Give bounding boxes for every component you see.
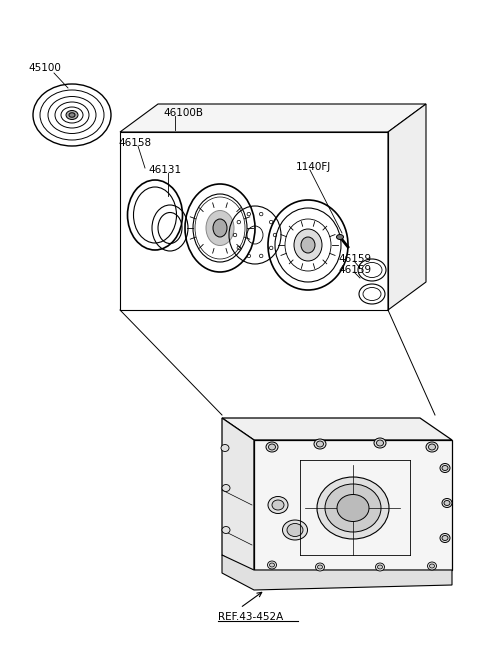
Ellipse shape — [442, 466, 448, 470]
Ellipse shape — [69, 113, 75, 117]
Text: 45100: 45100 — [28, 63, 61, 73]
Polygon shape — [120, 104, 426, 132]
Ellipse shape — [294, 229, 322, 261]
Text: 46100B: 46100B — [163, 108, 203, 118]
Ellipse shape — [314, 439, 326, 449]
Ellipse shape — [442, 535, 448, 541]
Polygon shape — [388, 104, 426, 310]
Ellipse shape — [325, 484, 381, 532]
Ellipse shape — [269, 563, 275, 567]
Text: 1140FJ: 1140FJ — [296, 162, 331, 172]
Text: 46158: 46158 — [118, 138, 151, 148]
Ellipse shape — [272, 500, 284, 510]
Ellipse shape — [317, 477, 389, 539]
Ellipse shape — [336, 234, 344, 239]
Ellipse shape — [337, 495, 369, 522]
Polygon shape — [222, 418, 452, 440]
Ellipse shape — [213, 219, 227, 237]
Ellipse shape — [375, 563, 384, 571]
Polygon shape — [222, 555, 452, 590]
Ellipse shape — [316, 441, 324, 447]
Ellipse shape — [430, 564, 434, 568]
Ellipse shape — [442, 499, 452, 508]
Text: 46159: 46159 — [338, 254, 371, 264]
Ellipse shape — [428, 562, 436, 570]
Polygon shape — [254, 440, 452, 570]
Ellipse shape — [283, 520, 308, 540]
Ellipse shape — [268, 444, 276, 450]
Ellipse shape — [301, 237, 315, 253]
Ellipse shape — [374, 438, 386, 448]
Ellipse shape — [66, 110, 78, 119]
Ellipse shape — [444, 501, 450, 506]
Ellipse shape — [267, 561, 276, 569]
Ellipse shape — [317, 565, 323, 569]
Text: 46131: 46131 — [148, 165, 181, 175]
Text: 46159: 46159 — [338, 265, 371, 275]
Ellipse shape — [222, 527, 230, 533]
Ellipse shape — [287, 523, 303, 537]
Ellipse shape — [377, 565, 383, 569]
Ellipse shape — [315, 563, 324, 571]
Ellipse shape — [206, 211, 234, 245]
Ellipse shape — [429, 444, 435, 450]
Ellipse shape — [376, 440, 384, 446]
Ellipse shape — [426, 442, 438, 452]
Ellipse shape — [266, 442, 278, 452]
Ellipse shape — [221, 445, 229, 451]
Polygon shape — [222, 418, 254, 575]
Ellipse shape — [268, 497, 288, 514]
Text: REF.43-452A: REF.43-452A — [218, 612, 283, 622]
Ellipse shape — [440, 464, 450, 472]
Ellipse shape — [222, 485, 230, 491]
Ellipse shape — [440, 533, 450, 543]
